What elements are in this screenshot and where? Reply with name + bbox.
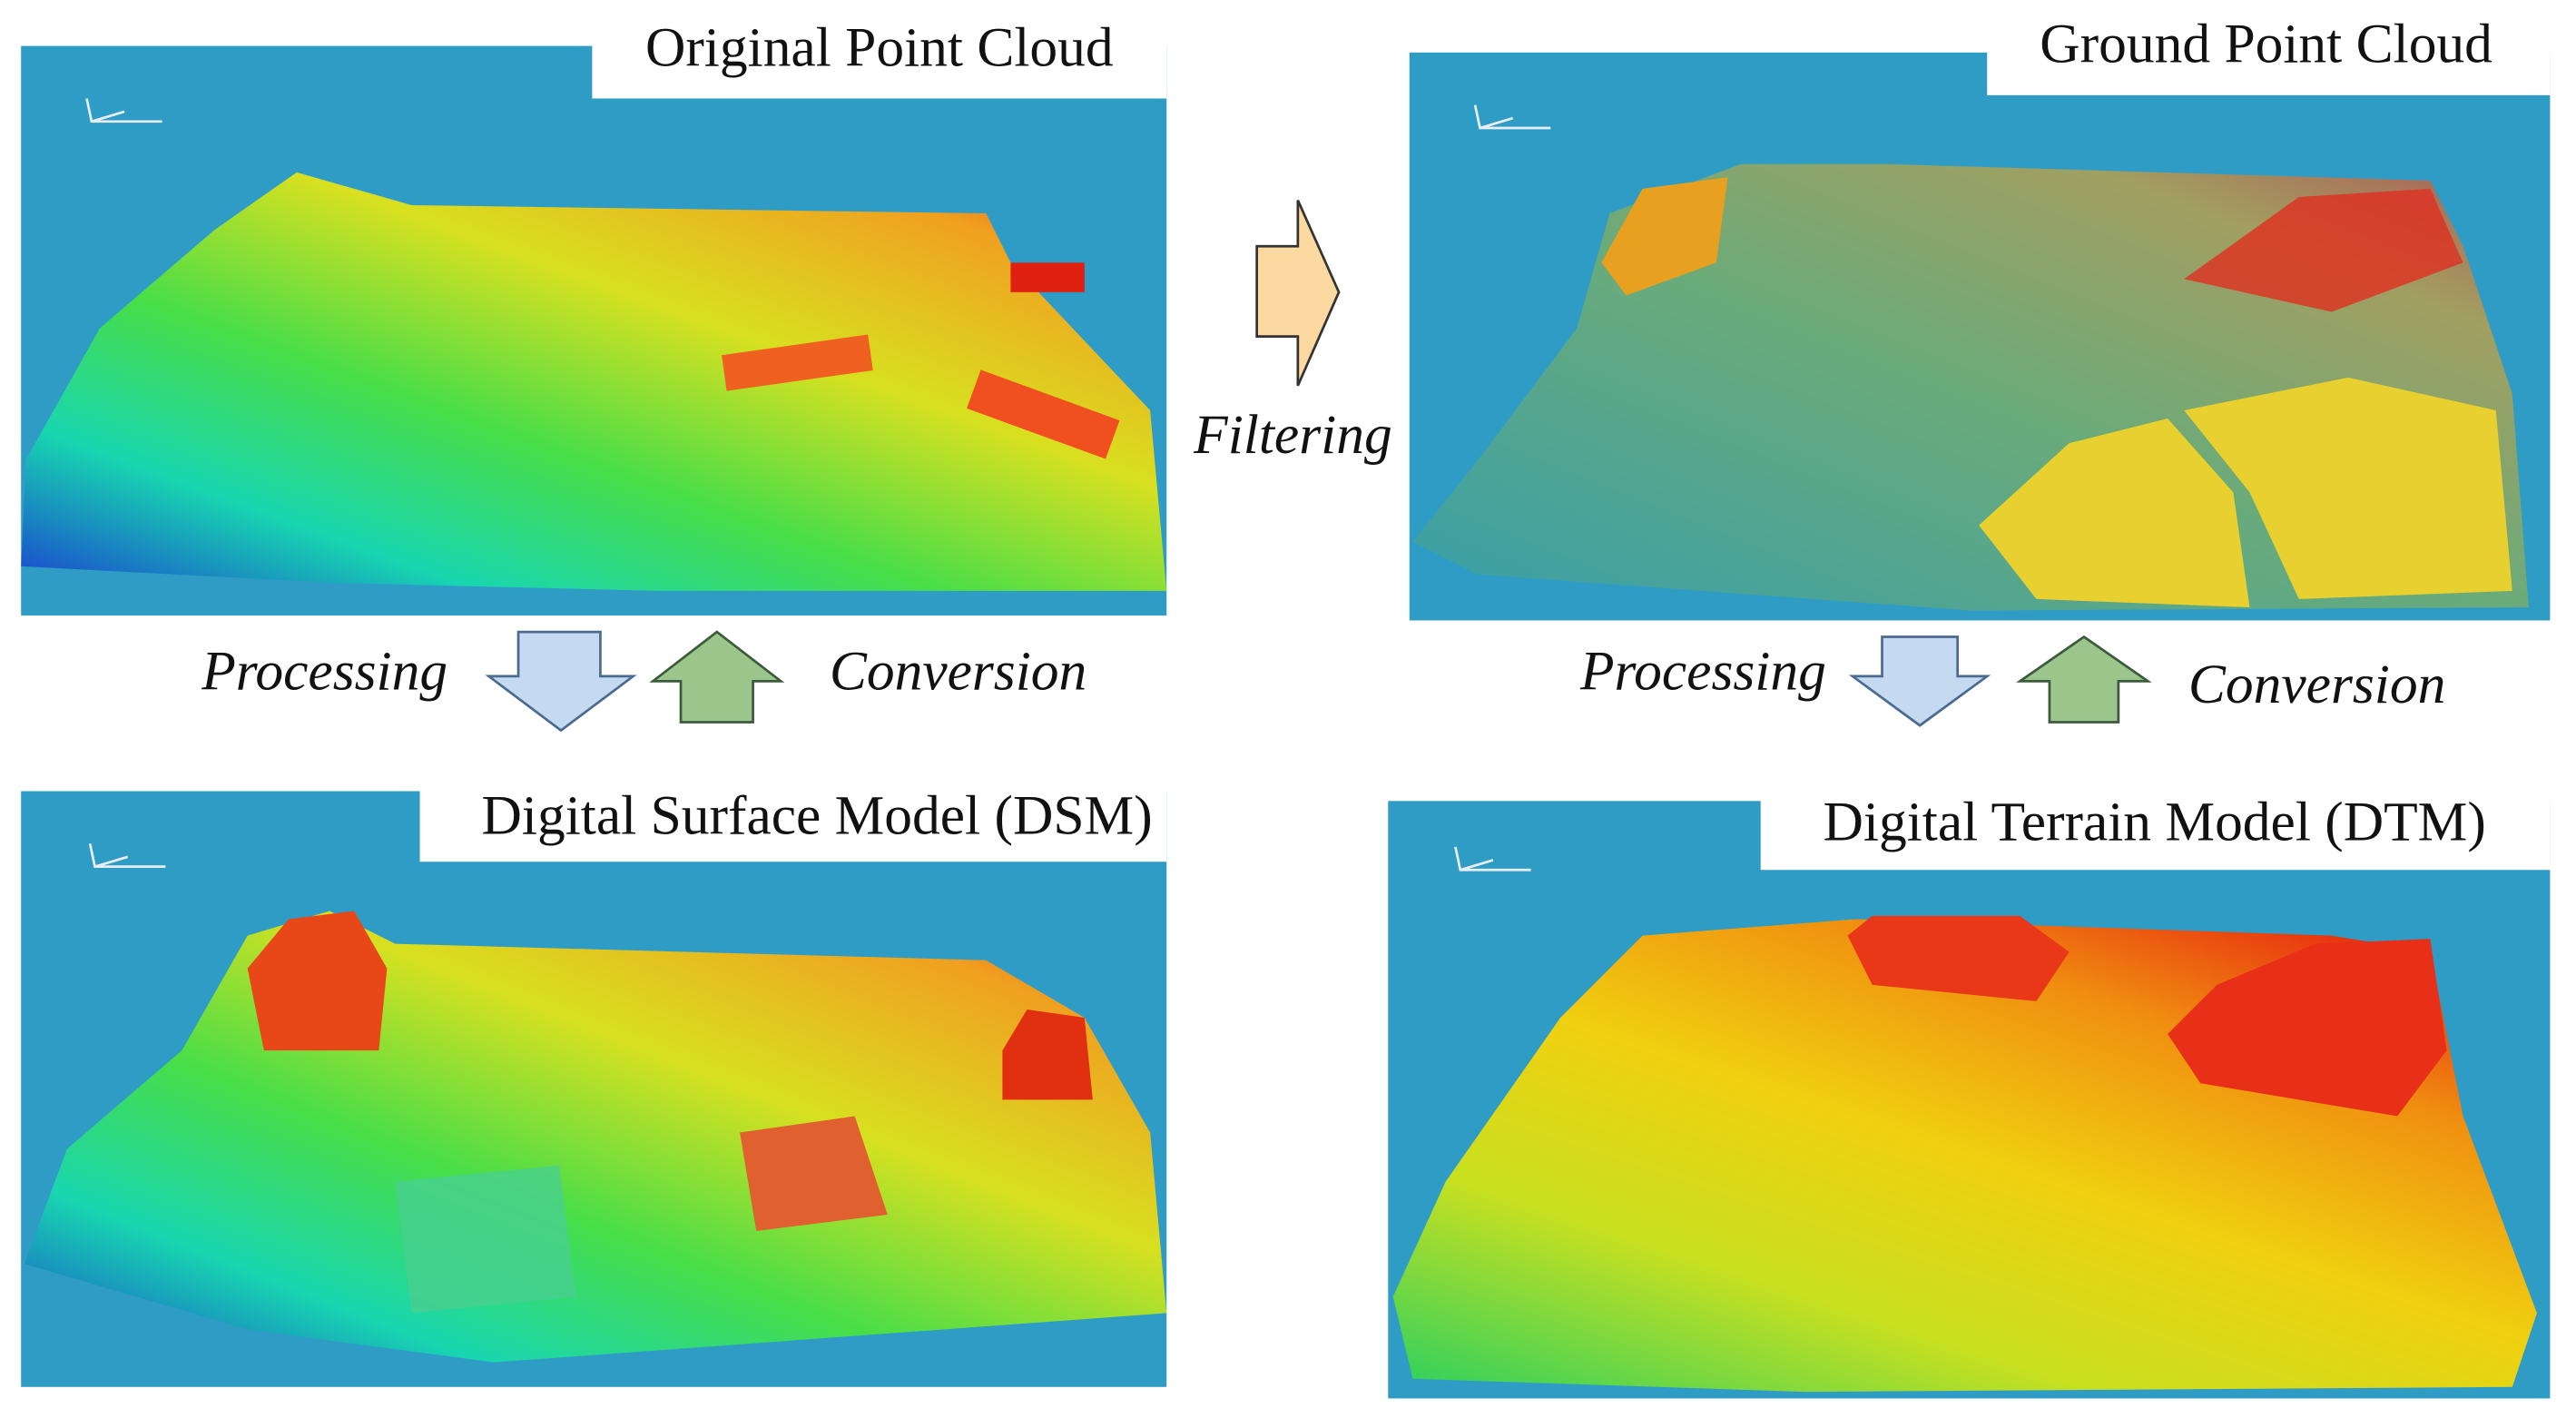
title-box [592, 0, 1167, 99]
hill [1002, 1009, 1093, 1100]
hill [1847, 915, 2070, 1001]
hill [2168, 939, 2447, 1117]
transition-label: Processing [201, 640, 447, 702]
down-arrow [485, 630, 637, 733]
transition-label: Conversion [830, 640, 1086, 702]
up-arrow [2016, 635, 2152, 724]
axis-icon [1454, 846, 1531, 872]
up-arrow [649, 630, 785, 724]
ground-patch [1601, 177, 1728, 296]
ground-patch [1979, 419, 2250, 607]
panel-title: Digital Surface Model (DSM) [481, 784, 1152, 846]
title-box [1987, 0, 2551, 95]
axis-icon [88, 843, 166, 869]
panel-title: Ground Point Cloud [2040, 14, 2492, 75]
ground-patch [2184, 377, 2512, 599]
down-arrow [1848, 635, 1991, 727]
building [740, 1116, 888, 1232]
low-area [395, 1165, 576, 1314]
transition-label: Filtering [1193, 404, 1392, 466]
transition-label: Processing [1579, 640, 1826, 702]
terrain [21, 172, 1167, 591]
building [967, 369, 1120, 459]
building [722, 334, 873, 391]
axis-icon [1473, 104, 1551, 130]
panel-title: Original Point Cloud [645, 16, 1114, 78]
axis-icon [85, 98, 162, 123]
transition-label: Conversion [2188, 654, 2445, 715]
title-box [1760, 794, 2551, 871]
panel-title: Digital Terrain Model (DTM) [1823, 792, 2485, 853]
building [1010, 262, 1085, 292]
filtering-arrow [1255, 200, 1341, 387]
ground-patch [2184, 188, 2463, 312]
title-box [419, 784, 1167, 862]
hill [247, 911, 388, 1051]
